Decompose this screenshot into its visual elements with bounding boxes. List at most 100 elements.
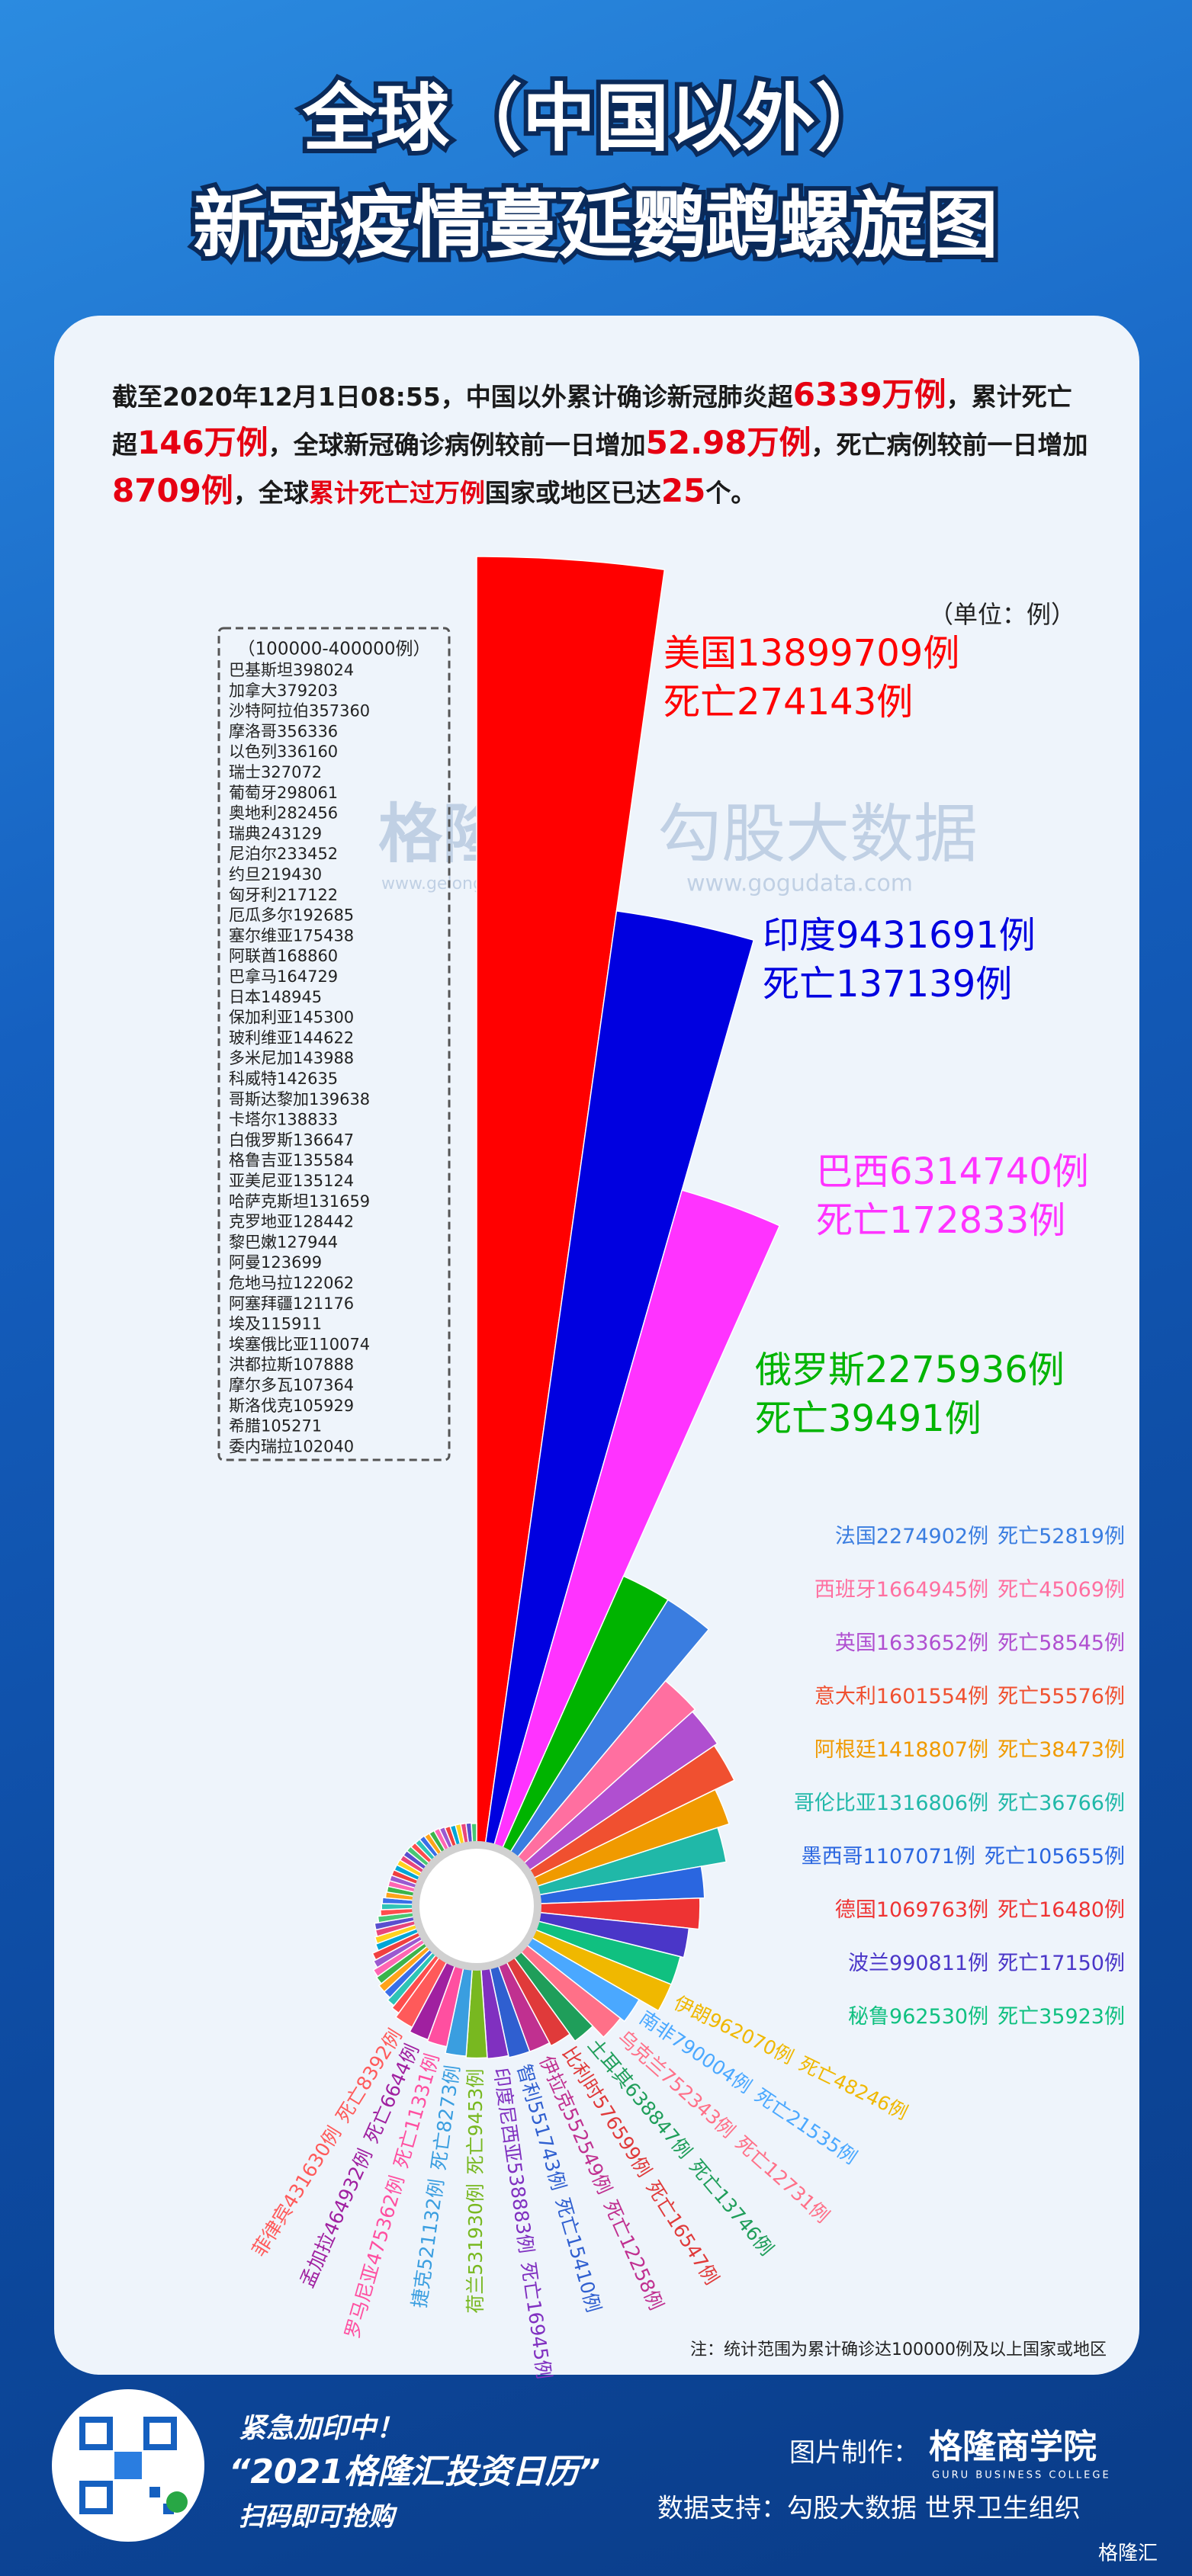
watermark-text: www.gogudata.com (686, 871, 913, 897)
center-circle (412, 1841, 541, 1971)
wedge (476, 1679, 696, 1907)
list-entry: 瑞典243129 (229, 824, 322, 842)
title: 全球（中国以外） (302, 75, 888, 161)
list-entry: 黎巴嫩127944 (229, 1233, 338, 1251)
summary-text: 个。 (705, 478, 757, 508)
list-entry: 阿联酋168860 (229, 947, 338, 965)
title: 新冠疫情蔓延鹦鹉螺旋图 (193, 182, 998, 268)
summary-text: ，全球新冠确诊病例较前一日增加 (268, 430, 646, 460)
list-entry: 哥斯达黎加139638 (229, 1090, 370, 1108)
list-entry: 匈牙利217122 (229, 886, 338, 904)
unit: （单位：例） (929, 600, 1075, 629)
list-box (217, 627, 451, 1461)
wedge-label: 波兰990811例 死亡17150例 (848, 1952, 1125, 1975)
wedge-label: 西班牙1664945例 死亡45069例 (814, 1578, 1125, 1602)
list-entry: 白俄罗斯136647 (229, 1131, 354, 1149)
list-entry: 埃及115911 (229, 1315, 322, 1333)
list-box-title: （100000-400000例） (238, 640, 431, 659)
made-by-label: 图片制作： (789, 2438, 919, 2469)
country-label: 西班牙1664945例 (814, 1578, 988, 1602)
source: 数据支持：勾股大数据 世界卫生组织 (657, 2494, 1081, 2524)
summary-highlight: 146万例 (137, 424, 268, 461)
country-label: 墨西哥1107071例 (802, 1845, 975, 1869)
wedge-label: 阿根廷1418807例 死亡38473例 (814, 1738, 1125, 1762)
list-entry: 阿塞拜疆121176 (229, 1294, 354, 1313)
death-label: 死亡9453例 (464, 2069, 487, 2175)
list-entry: 巴拿马164729 (229, 967, 338, 986)
list-entry: 委内瑞拉102040 (229, 1437, 354, 1455)
country-label: 波兰990811例 (848, 1952, 988, 1975)
made-by: 格隆商学院 (929, 2427, 1097, 2466)
list-entry: 克罗地亚128442 (229, 1213, 354, 1231)
country-label: 意大利1601554例 (814, 1685, 988, 1708)
list-entry: 埃塞俄比亚110074 (229, 1335, 370, 1353)
list-entry: 瑞士327072 (229, 763, 322, 781)
wedge-label: 德国1069763例 死亡16480例 (835, 1898, 1125, 1922)
death-label: 死亡52819例 (998, 1525, 1125, 1548)
watermark-text: 勾股大数据 (657, 797, 978, 871)
list-entry: 阿曼123699 (229, 1253, 322, 1272)
death-label: 死亡55576例 (998, 1685, 1125, 1708)
list-entry: 塞尔维亚175438 (229, 926, 354, 945)
country-label: 印度9431691例 (763, 914, 1036, 957)
list-entry: 危地马拉122062 (229, 1274, 354, 1292)
wedge-label: 秘鲁962530例 死亡35923例 (848, 2005, 1125, 2029)
summary-text: ，全球 (233, 478, 309, 508)
qr-code (52, 2389, 204, 2542)
list-entry: 日本148945 (229, 988, 322, 1006)
country-label: 德国1069763例 (835, 1898, 988, 1922)
made-by-en: GURU BUSINESS COLLEGE (932, 2470, 1111, 2481)
summary-highlight: 52.98万例 (645, 424, 811, 461)
list-entry: 加拿大379203 (229, 682, 338, 700)
list-entry: 亚美尼亚135124 (229, 1172, 354, 1190)
wedge (476, 1711, 718, 1907)
list-entry: 尼泊尔233452 (229, 845, 338, 863)
summary-highlight: 25 (660, 472, 706, 509)
list-entry: 巴基斯坦398024 (229, 661, 354, 679)
country-label: 巴西6314740例 (816, 1150, 1089, 1193)
qr-corner (143, 2417, 177, 2450)
list-entry: 格鲁吉亚135584 (229, 1151, 354, 1169)
list-entry: 卡塔尔138833 (229, 1111, 338, 1129)
list-entry: 哈萨克斯坦131659 (229, 1192, 370, 1211)
list-entry: 摩洛哥356336 (229, 722, 338, 740)
qr-corner (79, 2481, 113, 2514)
promo: 紧急加印中！ (239, 2413, 403, 2444)
country-label: 法国2274902例 (835, 1525, 988, 1548)
death-label: 死亡45069例 (998, 1578, 1125, 1602)
summary-highlight: 6339万例 (792, 376, 946, 413)
country-label: 阿根廷1418807例 (814, 1738, 988, 1762)
country-label: 秘鲁962530例 (848, 2005, 988, 2029)
list-entry: 玻利维亚144622 (229, 1028, 354, 1047)
note: 注：统计范围为累计确诊达100000例及以上国家或地区 (690, 2340, 1107, 2359)
death-label: 死亡274143例 (663, 681, 913, 723)
summary-text: ，死亡病例较前一日增加 (811, 430, 1088, 460)
death-label: 死亡58545例 (998, 1631, 1125, 1655)
wedge (476, 1744, 735, 1907)
death-label: 死亡16480例 (998, 1898, 1125, 1922)
wedge (476, 910, 755, 1907)
list-entry: 洪都拉斯107888 (229, 1355, 354, 1374)
summary-highlight: 累计死亡过万例 (308, 478, 485, 508)
country-label: 英国1633652例 (835, 1631, 988, 1655)
death-label: 死亡105655例 (985, 1845, 1125, 1869)
list-entry: 葡萄牙298061 (229, 784, 338, 802)
wedge-label: 墨西哥1107071例 死亡105655例 (802, 1845, 1125, 1869)
logo: 格隆汇 (1098, 2542, 1158, 2565)
death-label: 死亡17150例 (998, 1952, 1125, 1975)
death-label: 死亡38473例 (998, 1738, 1125, 1762)
summary: 截至2020年12月1日08:55，中国以外累计确诊新冠肺炎超6339万例，累计… (112, 372, 1096, 516)
list-entry: 摩尔多瓦107364 (229, 1376, 354, 1394)
death-label: 死亡172833例 (816, 1199, 1065, 1242)
wedge (476, 1599, 710, 1907)
wedge-label: 荷兰531930例 死亡9453例 (464, 2069, 487, 2314)
list-entry: 斯洛伐克105929 (229, 1397, 354, 1415)
summary-text: 国家或地区已达 (484, 478, 661, 508)
wedge (465, 1905, 488, 2059)
wedge-label: 意大利1601554例 死亡55576例 (814, 1685, 1125, 1708)
qr-dot (149, 2487, 160, 2497)
country-label: 俄罗斯2275936例 (755, 1349, 1065, 1391)
summary-text: ，累计死亡超 (112, 382, 1072, 460)
